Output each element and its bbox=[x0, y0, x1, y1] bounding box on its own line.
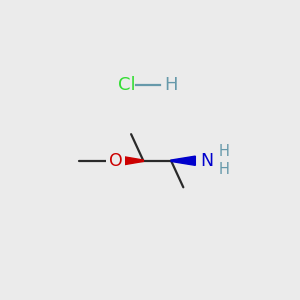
Text: O: O bbox=[109, 152, 122, 170]
Text: H: H bbox=[164, 76, 178, 94]
Polygon shape bbox=[171, 156, 195, 165]
Text: N: N bbox=[201, 152, 214, 170]
Polygon shape bbox=[120, 156, 143, 165]
Text: Cl: Cl bbox=[118, 76, 135, 94]
Text: H: H bbox=[219, 145, 230, 160]
Text: H: H bbox=[219, 163, 230, 178]
